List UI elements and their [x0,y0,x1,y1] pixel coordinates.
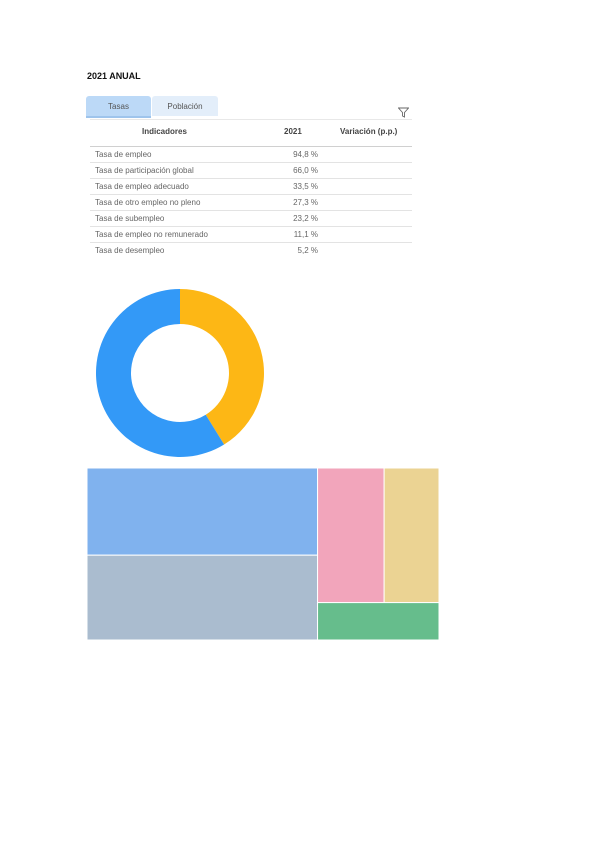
value-cell: 5,2 % [297,246,318,255]
tab-bar: Tasas Población [86,96,218,118]
table-row: Tasa de participación global 66,0 % [90,163,412,179]
table-row: Tasa de desempleo 5,2 % [90,243,412,258]
value-cell: 27,3 % [293,198,318,207]
table-header: Indicadores 2021 Variación (p.p.) [90,119,412,147]
treemap-cell[interactable] [317,602,439,640]
treemap-cell[interactable] [383,468,439,604]
treemap-chart [87,468,439,640]
indicators-table: Indicadores 2021 Variación (p.p.) Tasa d… [90,119,412,258]
value-cell: 66,0 % [293,166,318,175]
table-row: Tasa de empleo 94,8 % [90,147,412,163]
donut-slice[interactable] [180,289,264,445]
table-row: Tasa de otro empleo no pleno 27,3 % [90,195,412,211]
header-variation[interactable]: Variación (p.p.) [340,127,398,136]
header-indicators[interactable]: Indicadores [142,127,187,136]
value-cell: 94,8 % [293,150,318,159]
indicator-cell: Tasa de otro empleo no pleno [95,198,201,207]
treemap-cell[interactable] [87,554,319,640]
table-row: Tasa de empleo adecuado 33,5 % [90,179,412,195]
indicator-cell: Tasa de desempleo [95,246,165,255]
tab-poblacion[interactable]: Población [152,96,218,116]
indicator-cell: Tasa de empleo [95,150,152,159]
treemap-cell[interactable] [87,468,319,556]
tab-tasas[interactable]: Tasas [86,96,151,118]
indicator-cell: Tasa de participación global [95,166,194,175]
treemap-cell[interactable] [317,468,385,604]
indicator-cell: Tasa de empleo no remunerado [95,230,208,239]
page-title: 2021 ANUAL [87,71,141,81]
donut-slice[interactable] [95,289,225,457]
donut-chart [95,289,264,457]
header-year[interactable]: 2021 [284,127,302,136]
indicator-cell: Tasa de subempleo [95,214,165,223]
value-cell: 23,2 % [293,214,318,223]
value-cell: 33,5 % [293,182,318,191]
filter-icon[interactable] [398,107,409,118]
value-cell: 11,1 % [293,230,318,239]
indicator-cell: Tasa de empleo adecuado [95,182,189,191]
table-row: Tasa de subempleo 23,2 % [90,211,412,227]
table-row: Tasa de empleo no remunerado 11,1 % [90,227,412,243]
